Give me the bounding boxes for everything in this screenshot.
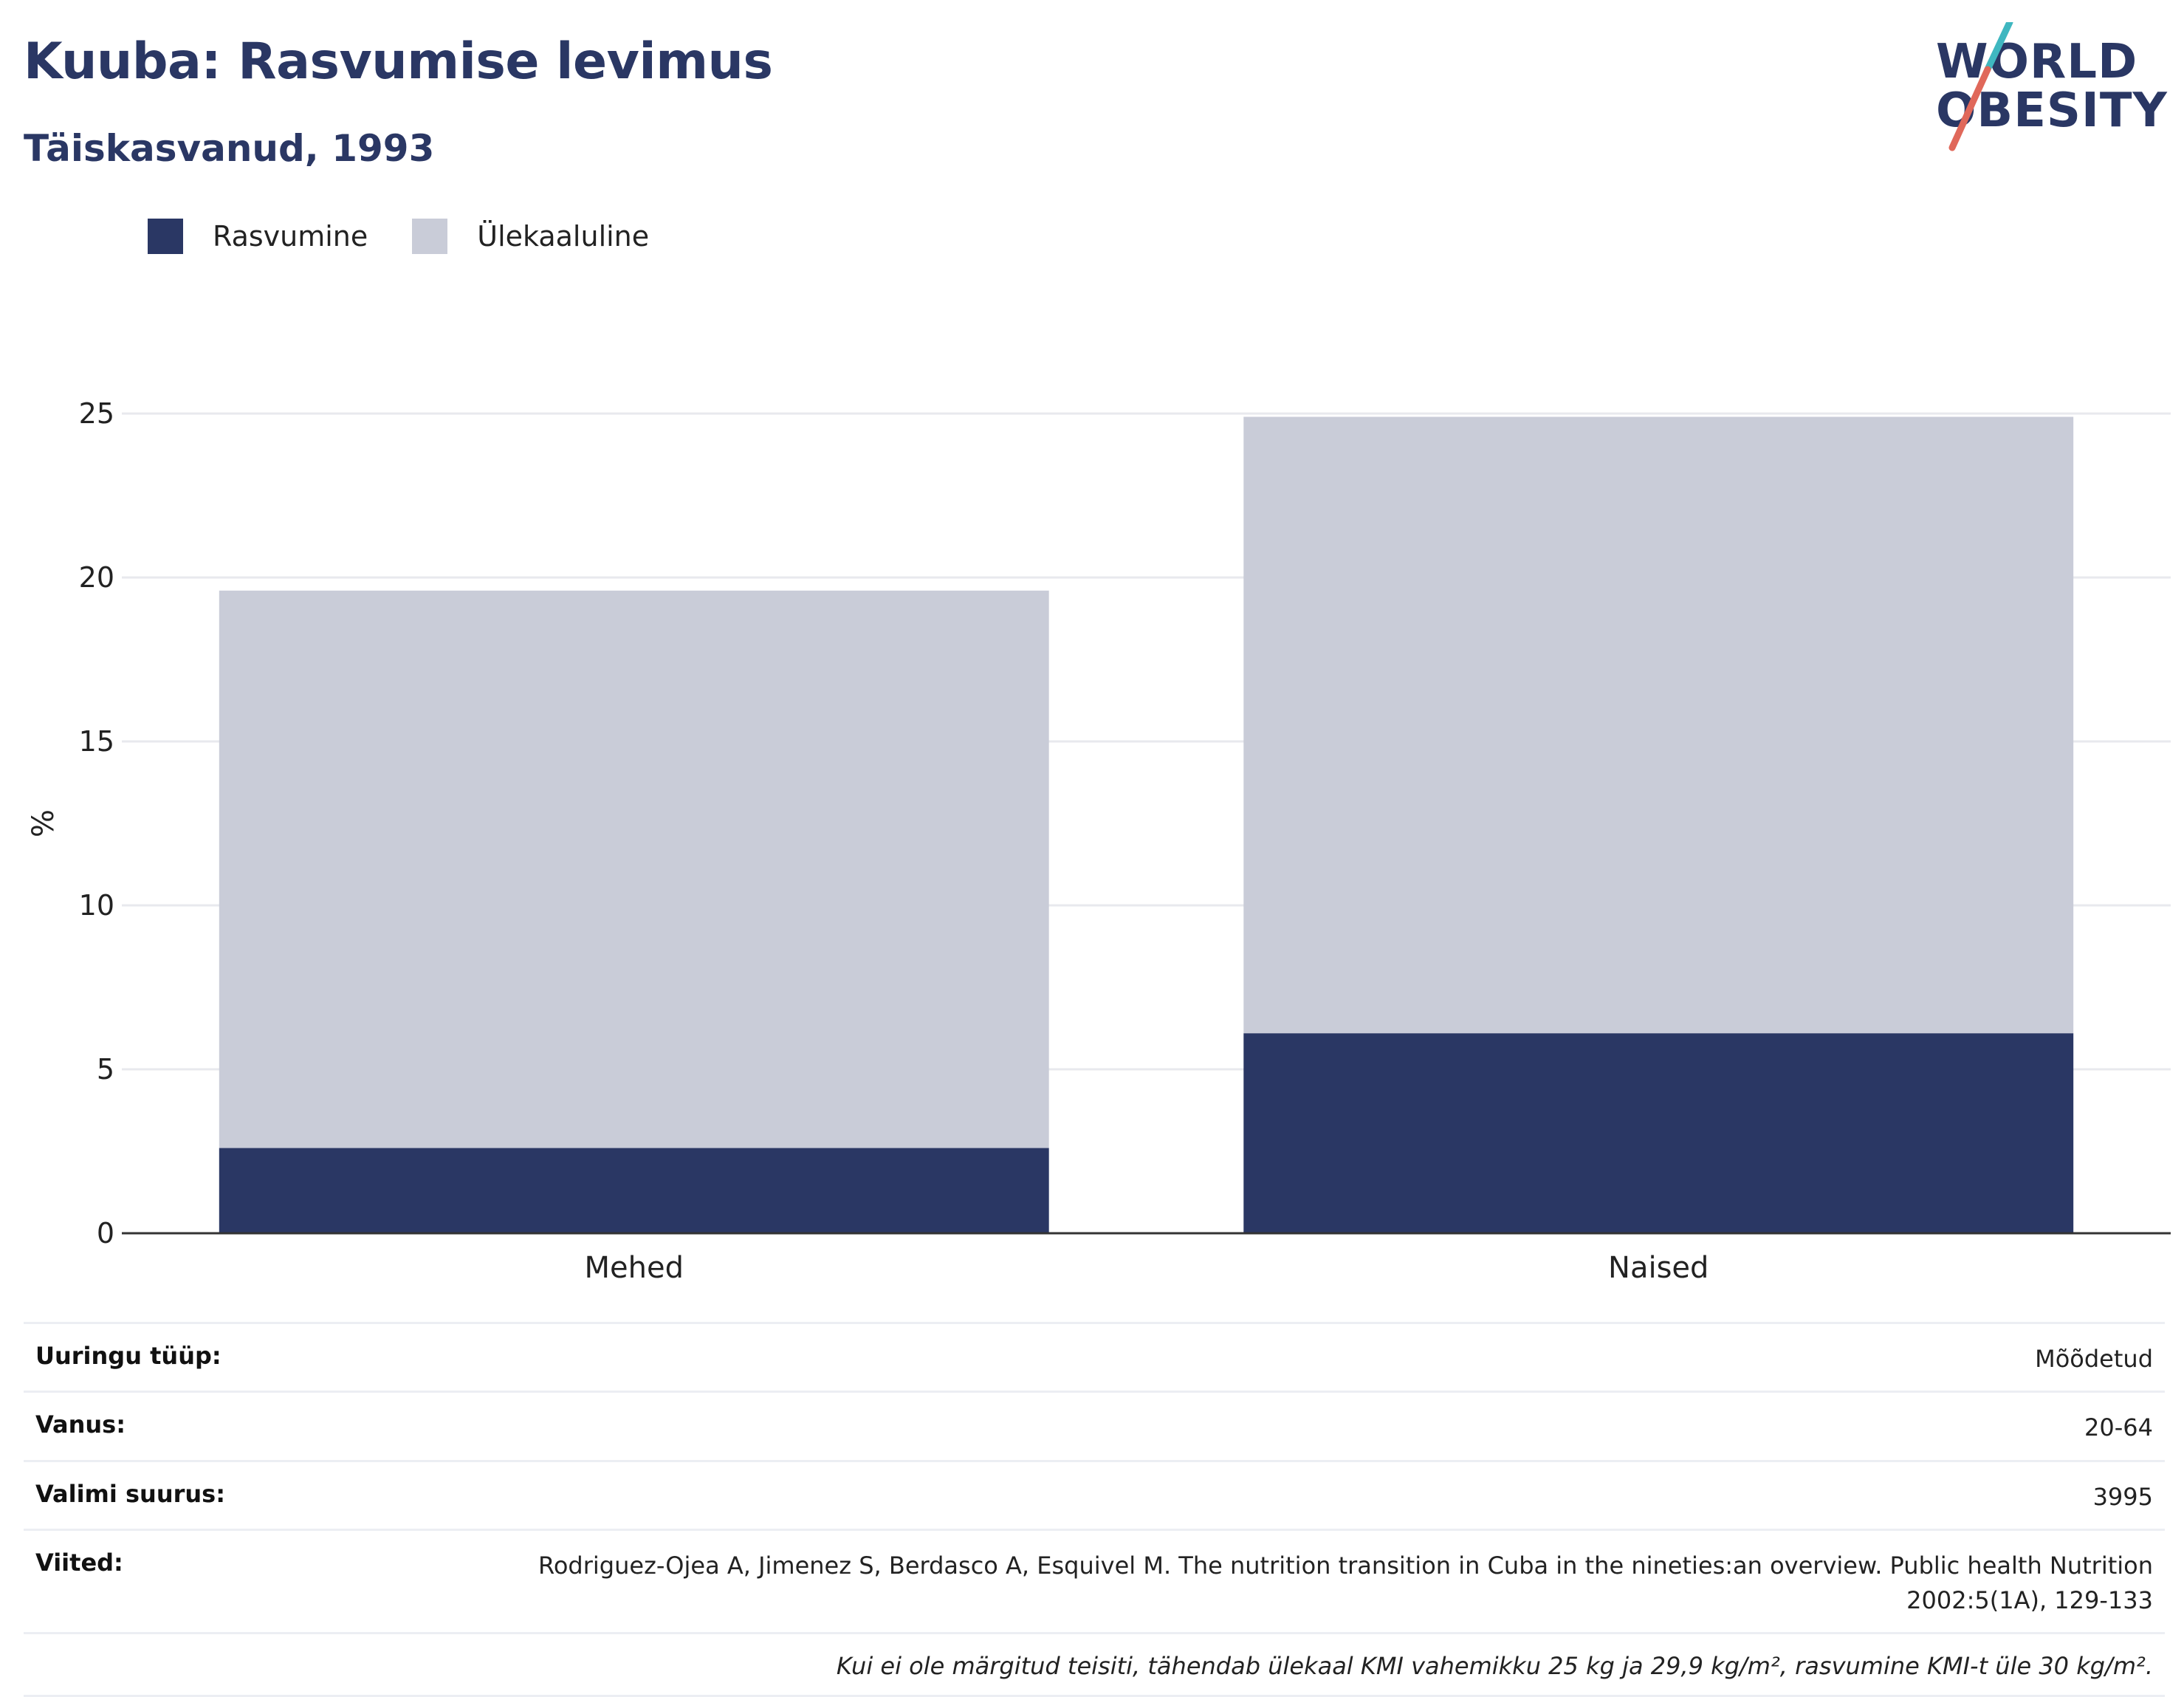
info-row-references: Viited: Rodriguez-Ojea A, Jimenez S, Ber… <box>24 1531 2165 1634</box>
x-tick-label: Mehed <box>585 1251 684 1285</box>
info-value: 20-64 <box>2084 1413 2153 1442</box>
reference-line-1: Rodriguez-Ojea A, Jimenez S, Berdasco A,… <box>538 1552 2153 1580</box>
y-tick-label: 25 <box>79 397 114 430</box>
logo-line-1: WORLD <box>1936 35 2138 89</box>
legend-label-rasvumine: Rasvumine <box>213 220 368 253</box>
page-title: Kuuba: Rasvumise levimus <box>24 32 773 91</box>
x-tick-label: Naised <box>1608 1251 1709 1285</box>
legend-swatch-rasvumine <box>148 219 183 254</box>
bar-naised-series-1 <box>1243 416 2074 1034</box>
info-row-sample-size: Valimi suurus: 3995 <box>24 1462 2165 1532</box>
legend-item-rasvumine: Rasvumine <box>148 219 368 254</box>
y-tick-label: 15 <box>79 725 114 758</box>
legend-label-ulekaaluline: Ülekaaluline <box>477 220 650 253</box>
info-row-note: Kui ei ole märgitud teisiti, tähendab ül… <box>24 1634 2165 1697</box>
info-key: Viited: <box>35 1549 123 1577</box>
study-info-table: Uuringu tüüp: Mõõdetud Vanus: 20-64 Vali… <box>24 1322 2165 1697</box>
y-tick-label: 20 <box>79 561 114 594</box>
logo-slash-icon <box>1948 22 2013 151</box>
bar-naised-series-0 <box>1243 1033 2074 1233</box>
info-value: Rodriguez-Ojea A, Jimenez S, Berdasco A,… <box>538 1549 2153 1617</box>
y-tick-label: 0 <box>97 1217 114 1249</box>
definition-note: Kui ei ole märgitud teisiti, tähendab ül… <box>836 1651 2153 1680</box>
info-row-survey-type: Uuringu tüüp: Mõõdetud <box>24 1324 2165 1393</box>
reference-line-2: 2002:5(1A), 129-133 <box>1906 1585 2153 1614</box>
legend-item-ulekaaluline: Ülekaaluline <box>412 219 649 254</box>
info-key: Valimi suurus: <box>35 1479 226 1508</box>
info-key: Uuringu tüüp: <box>35 1342 222 1370</box>
info-value: Mõõdetud <box>2035 1345 2153 1373</box>
chart-legend: Rasvumine Ülekaaluline <box>148 219 693 254</box>
world-obesity-logo: WORLD OBESITY <box>1927 22 2171 155</box>
y-tick-label: 5 <box>97 1053 114 1086</box>
y-tick-label: 10 <box>79 889 114 922</box>
info-value: 3995 <box>2092 1482 2153 1511</box>
page-subtitle: Täiskasvanud, 1993 <box>24 127 435 170</box>
info-row-age: Vanus: 20-64 <box>24 1393 2165 1462</box>
y-axis-label: % <box>27 809 61 837</box>
bar-mehed-series-1 <box>219 590 1049 1148</box>
bar-mehed-series-0 <box>219 1148 1049 1233</box>
bar-chart: 0 5 10 15 20 25% Mehed Naised <box>27 397 2171 1285</box>
info-key: Vanus: <box>35 1410 126 1439</box>
legend-swatch-ulekaaluline <box>412 219 448 254</box>
